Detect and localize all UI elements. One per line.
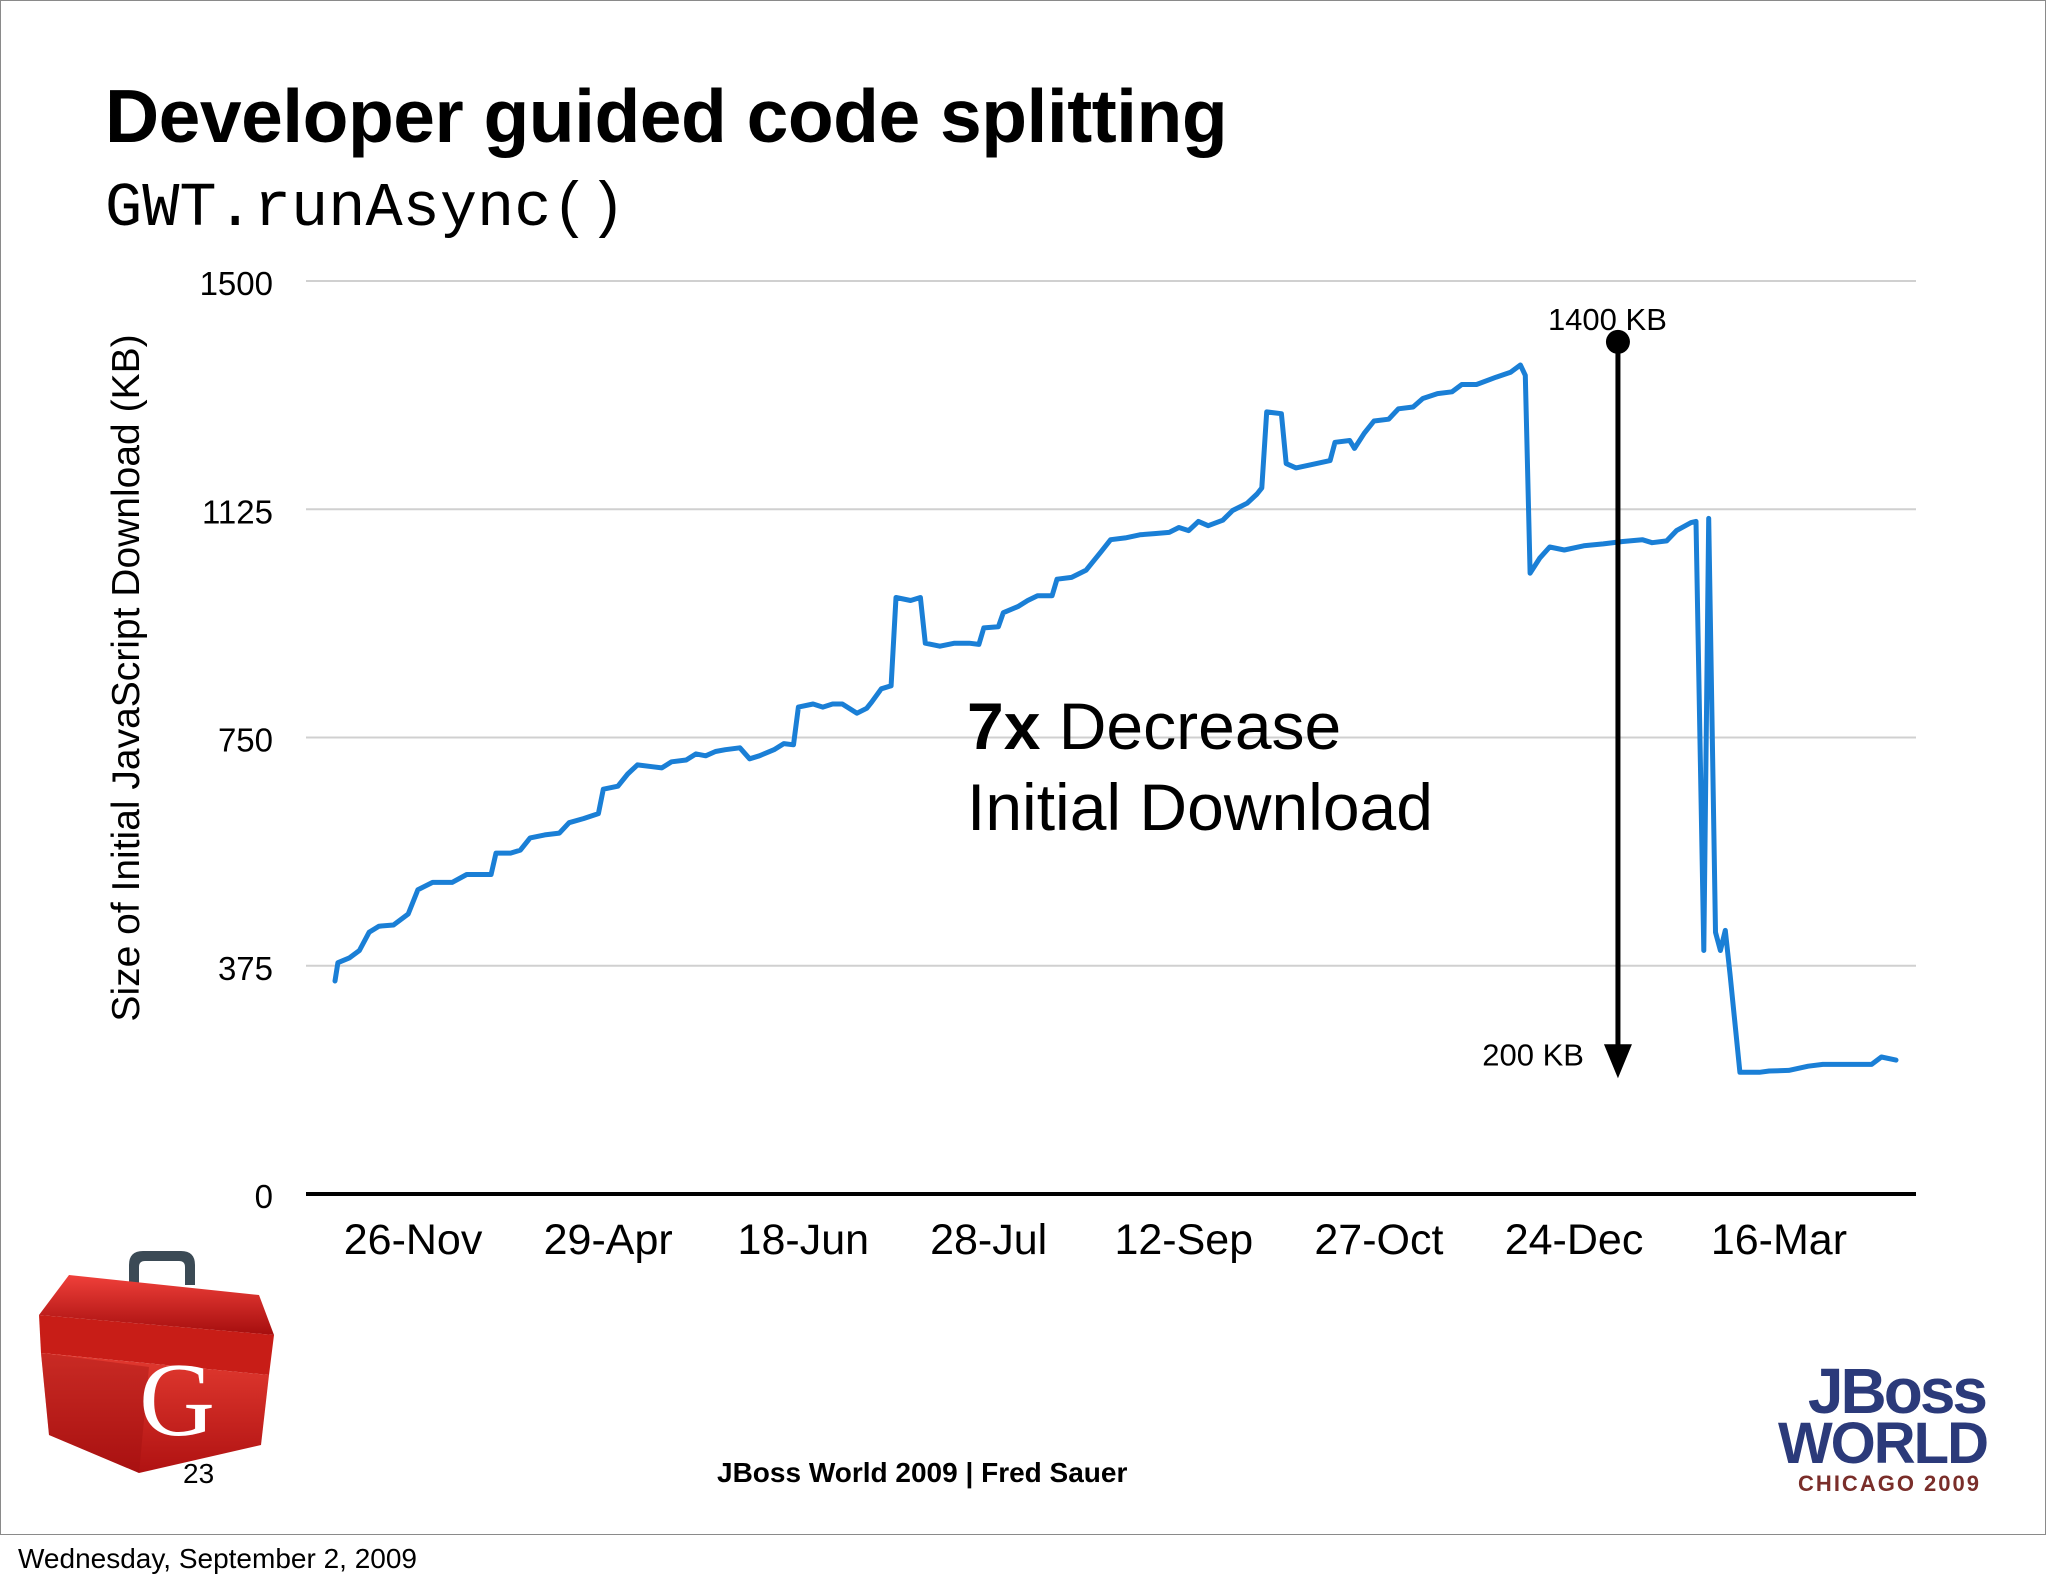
date-stamp: Wednesday, September 2, 2009 (18, 1543, 417, 1574)
x-tick-labels: 26-Nov 29-Apr 18-Jun 28-Jul 12-Sep 27-Oct 24-D… (344, 1216, 1847, 1264)
annotation-1400kb: 1400 KB (1548, 302, 1667, 337)
y-tick-label: 750 (218, 722, 273, 759)
footer-credit: JBoss World 2009 | Fred Sauer (717, 1457, 1128, 1488)
y-tick-label: 1500 (200, 265, 273, 302)
arrow-start-dot (1605, 329, 1630, 354)
decrease-callout-text: Decrease (1040, 689, 1341, 763)
x-tick-label: 12-Sep (1114, 1216, 1253, 1264)
page-number: 23 (183, 1458, 215, 1489)
slide: Developer guided code splitting GWT.runA… (0, 0, 2046, 1535)
slide-title: Developer guided code splitting (105, 74, 1228, 158)
x-tick-label: 18-Jun (738, 1216, 869, 1264)
y-tick-labels: 0 375 750 1125 1500 (200, 265, 273, 1215)
y-tick-label: 375 (218, 950, 273, 987)
x-tick-label: 16-Mar (1711, 1216, 1847, 1264)
decrease-callout-line1: 7x Decrease (967, 689, 1341, 763)
jboss-logo-line2: WORLD (1778, 1411, 1987, 1476)
jboss-logo-line1: JBoss (1808, 1357, 1986, 1427)
x-tick-label: 24-Dec (1505, 1216, 1644, 1264)
decrease-callout-line2: Initial Download (967, 770, 1433, 844)
chart: 0 375 750 1125 1500 26-Nov 29-Apr 18-Jun 28-Jul… (105, 265, 1916, 1264)
x-tick-label: 27-Oct (1314, 1216, 1443, 1264)
x-tick-label: 29-Apr (544, 1216, 673, 1264)
gwt-toolbox-icon: G (39, 1251, 274, 1473)
x-tick-label: 26-Nov (344, 1216, 483, 1264)
slide-subtitle: GWT.runAsync() (105, 173, 626, 244)
y-axis-label: Size of Initial JavaScript Download (KB) (105, 334, 148, 1021)
decrease-callout-bold: 7x (967, 689, 1041, 763)
gwt-logo-letter: G (139, 1341, 215, 1458)
x-tick-label: 28-Jul (930, 1216, 1047, 1264)
series-line-initial-download (332, 362, 1899, 1075)
chart-gridlines (306, 280, 1916, 967)
y-tick-label: 1125 (202, 493, 273, 530)
arrow-head (1603, 1044, 1632, 1079)
jboss-logo-line3: CHICAGO 2009 (1798, 1471, 1981, 1496)
y-tick-label: 0 (255, 1178, 273, 1215)
decrease-arrow-annotation: 1400 KB 200 KB (1482, 302, 1667, 1079)
jboss-world-logo: JBoss WORLD CHICAGO 2009 (1778, 1357, 1989, 1496)
annotation-200kb: 200 KB (1482, 1037, 1584, 1072)
